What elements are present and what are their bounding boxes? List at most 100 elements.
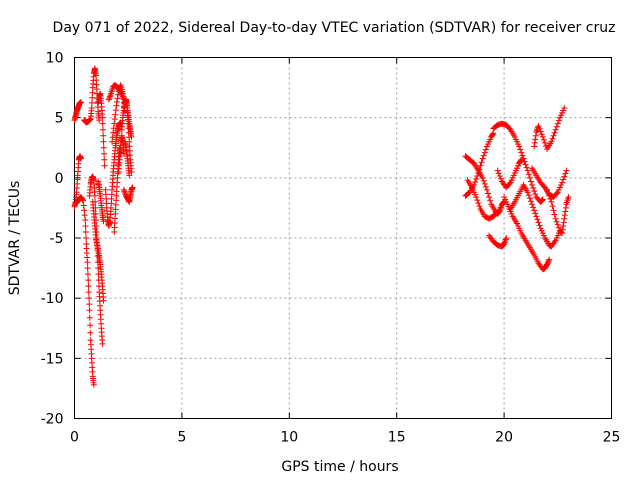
data-point	[549, 203, 556, 210]
data-point	[536, 125, 543, 132]
data-point	[552, 126, 559, 133]
data-point	[532, 136, 539, 143]
data-point	[479, 155, 486, 162]
data-point	[101, 156, 108, 163]
data-point	[88, 105, 95, 112]
data-point	[503, 235, 510, 241]
data-point	[114, 91, 121, 98]
y-tick-label: -20	[41, 412, 64, 428]
data-points	[71, 65, 572, 388]
series-arc-21	[464, 177, 499, 222]
data-point	[558, 229, 565, 236]
data-point	[551, 129, 558, 136]
data-point	[555, 224, 562, 231]
data-point	[525, 192, 532, 199]
y-tick-label: -15	[41, 351, 64, 367]
y-axis-label: SDTVAR / TECUs	[7, 181, 23, 296]
series-arc-20	[462, 153, 508, 217]
data-point	[529, 201, 536, 208]
data-point	[535, 219, 542, 226]
data-point	[545, 257, 552, 264]
data-point	[473, 176, 480, 183]
data-point	[560, 219, 567, 226]
data-point	[540, 136, 547, 143]
data-point	[489, 131, 496, 138]
data-point	[87, 116, 94, 123]
data-point	[550, 132, 557, 139]
data-point	[82, 216, 89, 223]
data-point	[77, 99, 84, 106]
data-point	[545, 189, 552, 196]
x-tick-label: 15	[388, 430, 406, 446]
data-point	[100, 297, 107, 304]
data-point	[549, 135, 556, 142]
data-point	[90, 381, 97, 388]
data-point	[100, 144, 107, 151]
data-point	[101, 150, 108, 157]
data-point	[86, 117, 93, 124]
data-point	[128, 133, 135, 140]
data-point	[99, 120, 106, 127]
data-point	[562, 170, 569, 177]
data-point	[561, 105, 568, 112]
x-tick-label: 10	[280, 430, 298, 446]
data-point	[494, 167, 501, 174]
data-point	[100, 138, 107, 145]
data-point	[500, 200, 507, 207]
data-point	[480, 177, 487, 184]
data-point	[474, 197, 481, 204]
data-point	[87, 329, 94, 336]
data-point	[562, 204, 569, 211]
series-arc-06	[89, 198, 107, 304]
data-point	[487, 197, 494, 204]
data-point	[560, 222, 567, 229]
data-point	[541, 139, 548, 146]
series-arc-16	[120, 184, 136, 205]
data-point	[476, 203, 483, 210]
data-point	[486, 194, 493, 201]
y-tick-label: 5	[55, 111, 64, 127]
data-point	[523, 164, 530, 171]
data-point	[481, 180, 488, 187]
series-arc-22	[486, 232, 510, 250]
data-point	[555, 117, 562, 124]
data-point	[472, 179, 479, 186]
data-point	[114, 95, 121, 102]
data-point	[532, 191, 539, 198]
data-point	[91, 192, 98, 199]
data-point	[506, 125, 513, 132]
data-point	[100, 132, 107, 139]
data-point	[561, 215, 568, 222]
data-point	[559, 179, 566, 186]
series-arc-25	[501, 194, 553, 273]
data-point	[531, 188, 538, 195]
data-point	[101, 162, 108, 169]
data-point	[89, 89, 96, 96]
data-point	[484, 190, 491, 197]
data-point	[483, 186, 490, 193]
x-tick-label: 5	[177, 430, 186, 446]
data-point	[96, 117, 103, 124]
data-point	[537, 128, 544, 135]
data-point	[80, 197, 87, 204]
x-tick-label: 25	[603, 430, 621, 446]
data-point	[538, 131, 545, 138]
data-point	[539, 196, 546, 203]
data-point	[479, 174, 486, 181]
data-point	[535, 123, 542, 130]
series-arc-03	[73, 194, 97, 388]
series-arc-11	[109, 82, 128, 145]
data-point	[80, 202, 87, 209]
data-point	[113, 99, 120, 106]
data-point	[531, 207, 538, 214]
data-point	[482, 183, 489, 190]
data-point	[86, 314, 93, 321]
data-point	[527, 178, 534, 185]
data-point	[524, 189, 531, 196]
series-arc-19	[462, 130, 497, 199]
series-arc-24	[494, 156, 525, 191]
data-point	[529, 182, 536, 189]
data-point	[553, 190, 560, 197]
data-point	[82, 222, 89, 229]
